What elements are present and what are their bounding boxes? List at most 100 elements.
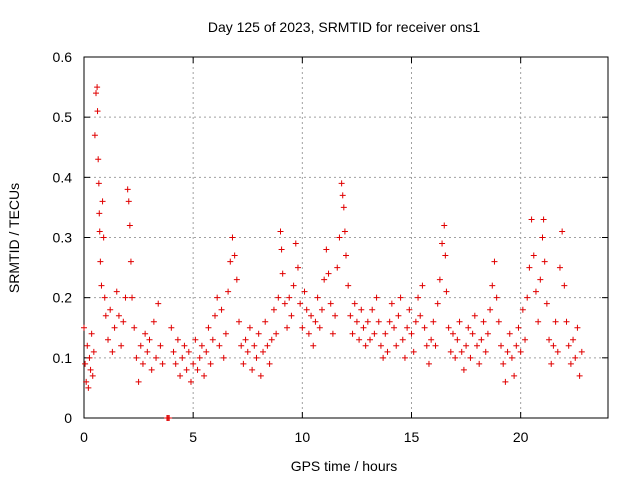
data-point <box>404 324 411 331</box>
data-point <box>90 348 97 355</box>
data-point <box>572 354 579 361</box>
data-point <box>554 348 561 355</box>
data-point <box>442 252 449 259</box>
data-point <box>260 348 267 355</box>
data-point <box>284 324 291 331</box>
data-point <box>139 360 146 367</box>
data-point <box>460 366 467 373</box>
data-point <box>439 240 446 247</box>
data-point <box>576 372 583 379</box>
data-point <box>89 372 96 379</box>
data-point <box>458 348 465 355</box>
data-point <box>382 330 389 337</box>
data-point <box>91 132 98 139</box>
data-point <box>181 342 188 349</box>
data-point <box>371 330 378 337</box>
data-point <box>303 306 310 313</box>
data-point <box>201 372 208 379</box>
data-point <box>469 330 476 337</box>
data-point <box>362 342 369 349</box>
data-point <box>209 336 216 343</box>
data-point <box>563 318 570 325</box>
data-point <box>105 336 112 343</box>
y-tick-label: 0.2 <box>53 290 73 306</box>
data-point <box>415 294 422 301</box>
data-point <box>454 336 461 343</box>
data-point <box>316 324 323 331</box>
data-point <box>502 378 509 385</box>
data-point <box>559 228 566 235</box>
data-point <box>255 330 262 337</box>
data-point <box>443 288 450 295</box>
data-point <box>548 360 555 367</box>
data-point <box>338 180 345 187</box>
data-point <box>120 318 127 325</box>
data-point <box>356 336 363 343</box>
data-point <box>543 300 550 307</box>
data-point <box>301 288 308 295</box>
data-point <box>266 360 273 367</box>
data-point <box>463 342 470 349</box>
data-point <box>281 300 288 307</box>
data-point <box>471 312 478 319</box>
data-point <box>353 318 360 325</box>
data-point <box>159 360 166 367</box>
data-point <box>170 348 177 355</box>
data-point <box>238 342 245 349</box>
x-tick-label: 20 <box>513 429 529 445</box>
data-point <box>278 246 285 253</box>
data-point <box>185 348 192 355</box>
y-tick-label: 0.6 <box>53 49 73 65</box>
data-point <box>118 342 125 349</box>
data-point <box>124 186 131 193</box>
data-point <box>187 378 194 385</box>
data-point <box>410 348 417 355</box>
data-point <box>126 222 133 229</box>
data-point <box>179 354 186 361</box>
y-axis-label: SRMTID / TECUs <box>6 183 22 293</box>
data-point <box>456 318 463 325</box>
data-point <box>327 300 334 307</box>
data-point <box>517 348 524 355</box>
data-point <box>101 294 108 301</box>
data-point <box>270 306 277 313</box>
chart-title: Day 125 of 2023, SRMTID for receiver ons… <box>208 19 481 35</box>
data-point <box>519 306 526 313</box>
data-point <box>244 348 251 355</box>
x-tick-label: 5 <box>189 429 197 445</box>
data-point <box>537 276 544 283</box>
data-point <box>115 312 122 319</box>
data-point <box>428 336 435 343</box>
data-point <box>500 360 507 367</box>
data-point <box>262 318 269 325</box>
data-point <box>552 318 559 325</box>
data-point <box>419 282 426 289</box>
data-point <box>364 318 371 325</box>
data-point <box>222 330 229 337</box>
data-point <box>148 366 155 373</box>
data-point <box>476 360 483 367</box>
data-point <box>157 342 164 349</box>
data-point <box>96 210 103 217</box>
data-point <box>386 318 393 325</box>
data-point <box>137 342 144 349</box>
data-point <box>341 228 348 235</box>
data-point <box>127 258 134 265</box>
data-point <box>220 354 227 361</box>
data-point <box>277 228 284 235</box>
data-point <box>358 306 365 313</box>
data-point <box>349 330 356 337</box>
data-point <box>251 342 258 349</box>
data-point <box>540 216 547 223</box>
data-point <box>125 198 132 205</box>
data-point <box>305 330 312 337</box>
data-point <box>570 336 577 343</box>
data-point <box>334 264 341 271</box>
data-point <box>484 330 491 337</box>
data-point <box>528 216 535 223</box>
data-point <box>417 312 424 319</box>
data-point <box>275 294 282 301</box>
data-point <box>377 342 384 349</box>
data-point <box>93 90 100 97</box>
